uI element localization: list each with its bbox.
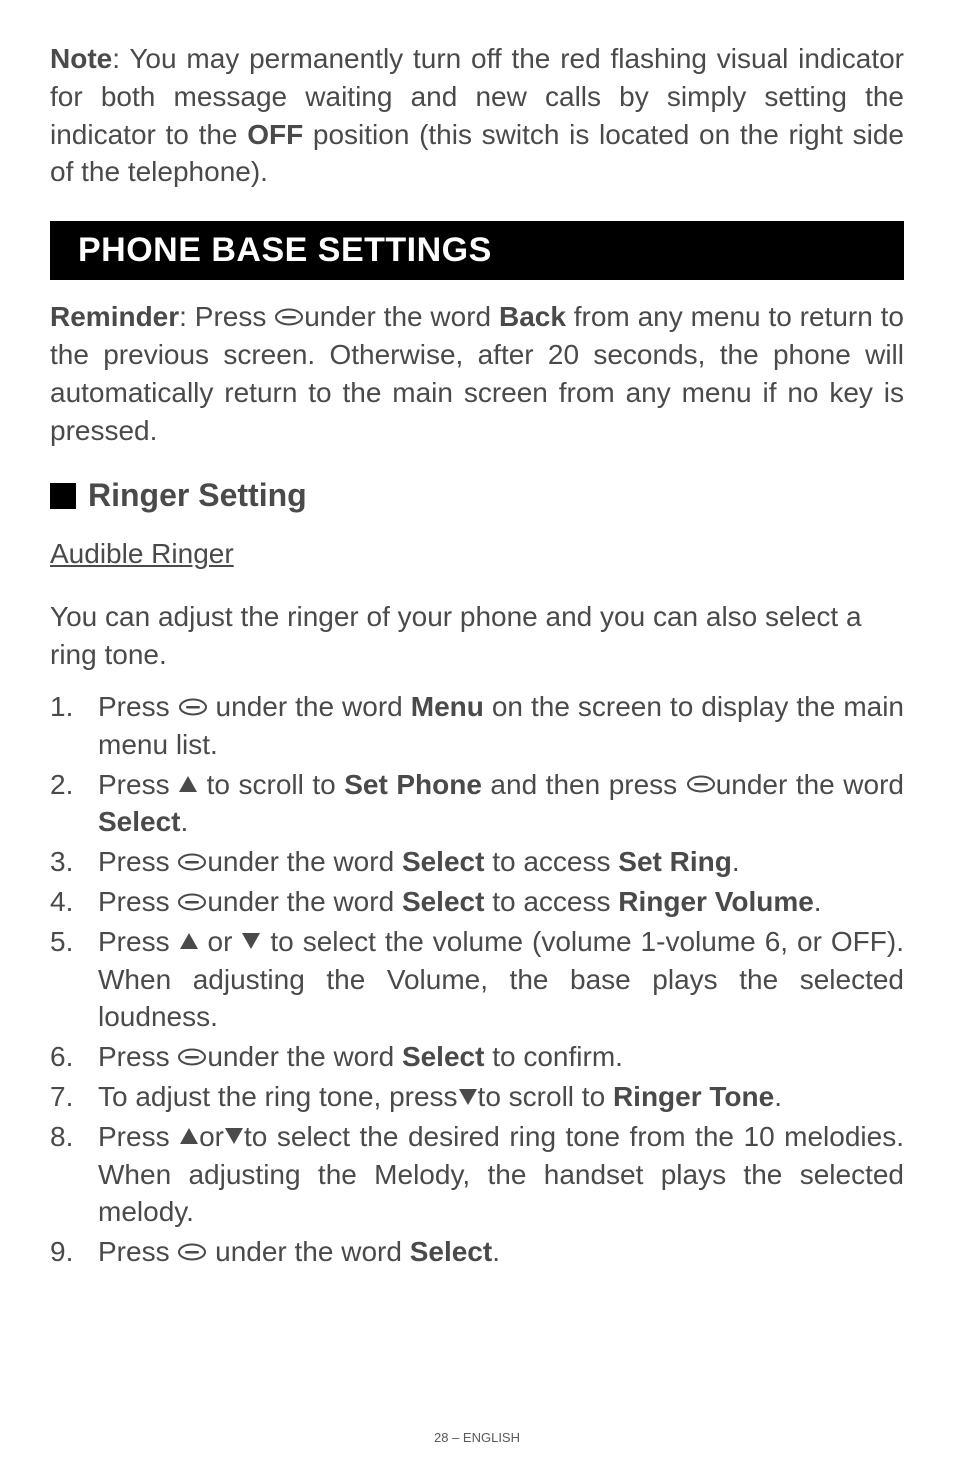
oval-button-icon — [274, 308, 304, 326]
step-num: 3. — [50, 843, 98, 881]
step-body: Press to scroll to Set Phone and then pr… — [98, 766, 904, 842]
step-num: 7. — [50, 1078, 98, 1116]
t: Select — [410, 1236, 493, 1267]
t: under the word — [207, 846, 402, 877]
step-5: 5. Press or to select the volume (volume… — [50, 923, 904, 1036]
step-body: Press orto select the desired ring tone … — [98, 1118, 904, 1231]
t: . — [814, 886, 822, 917]
oval-button-icon — [177, 853, 207, 871]
step-body: Press under the word Select to access Se… — [98, 843, 904, 881]
t: . — [492, 1236, 500, 1267]
t: Press — [98, 926, 179, 957]
t: Menu — [411, 691, 484, 722]
step-body: Press under the word Menu on the screen … — [98, 688, 904, 764]
t: Set Ring — [618, 846, 732, 877]
t: under the word — [207, 886, 402, 917]
t: to scroll to — [478, 1081, 613, 1112]
note-paragraph: Note: You may permanently turn off the r… — [50, 40, 904, 191]
step-9: 9. Press under the word Select. — [50, 1233, 904, 1271]
up-triangle-icon — [179, 932, 199, 950]
step-body: Press or to select the volume (volume 1-… — [98, 923, 904, 1036]
oval-button-icon — [177, 1048, 207, 1066]
step-num: 1. — [50, 688, 98, 764]
t: to access — [484, 846, 618, 877]
down-triangle-icon — [241, 932, 261, 950]
t: and then press — [482, 769, 686, 800]
t: . — [774, 1081, 782, 1112]
note-off: OFF — [247, 119, 303, 150]
intro-paragraph: You can adjust the ringer of your phone … — [50, 598, 904, 674]
oval-button-icon — [177, 893, 207, 911]
step-body: Press under the word Select. — [98, 1233, 904, 1271]
step-8: 8. Press orto select the desired ring to… — [50, 1118, 904, 1231]
step-6: 6. Press under the word Select to confir… — [50, 1038, 904, 1076]
step-3: 3. Press under the word Select to access… — [50, 843, 904, 881]
reminder-colon: : Press — [179, 301, 274, 332]
t: . — [181, 806, 189, 837]
step-4: 4. Press under the word Select to access… — [50, 883, 904, 921]
oval-button-icon — [686, 775, 716, 793]
step-num: 6. — [50, 1038, 98, 1076]
step-num: 5. — [50, 923, 98, 1036]
t: . — [732, 846, 740, 877]
oval-button-icon — [178, 698, 208, 716]
section-header-text: PHONE BASE SETTINGS — [78, 231, 492, 269]
t: Select — [402, 846, 485, 877]
t: Press — [98, 1236, 177, 1267]
t: under the word — [716, 769, 904, 800]
t: Press — [98, 1041, 177, 1072]
t: under the word — [208, 691, 411, 722]
page-footer: 28 – ENGLISH — [0, 1430, 954, 1445]
step-body: Press under the word Select to access Ri… — [98, 883, 904, 921]
t: Ringer Tone — [613, 1081, 774, 1112]
note-colon: : — [112, 43, 129, 74]
t: Press — [98, 846, 177, 877]
down-triangle-icon — [458, 1088, 478, 1106]
bullet-square-icon — [50, 483, 76, 509]
t: Press — [98, 1121, 179, 1152]
up-triangle-icon — [178, 775, 198, 793]
step-list: 1. Press under the word Menu on the scre… — [50, 688, 904, 1271]
section-header: PHONE BASE SETTINGS — [50, 221, 904, 280]
reminder-label: Reminder — [50, 301, 179, 332]
step-num: 2. — [50, 766, 98, 842]
reminder-t1: under the word — [304, 301, 499, 332]
t: or — [199, 926, 242, 957]
t: under the word — [207, 1041, 402, 1072]
step-num: 8. — [50, 1118, 98, 1231]
t: to access — [484, 886, 618, 917]
reminder-paragraph: Reminder: Press under the word Back from… — [50, 298, 904, 449]
t: Press — [98, 886, 177, 917]
t: Select — [402, 886, 485, 917]
t: Select — [402, 1041, 485, 1072]
ringer-setting-row: Ringer Setting — [50, 477, 904, 514]
step-num: 4. — [50, 883, 98, 921]
t: or — [199, 1121, 224, 1152]
t: Press — [98, 769, 178, 800]
t: to scroll to — [198, 769, 344, 800]
up-triangle-icon — [179, 1127, 199, 1145]
down-triangle-icon — [224, 1127, 244, 1145]
t: Select — [98, 806, 181, 837]
audible-ringer-title: Audible Ringer — [50, 538, 904, 570]
note-label: Note — [50, 43, 112, 74]
step-body: Press under the word Select to confirm. — [98, 1038, 904, 1076]
t: Set Phone — [344, 769, 482, 800]
oval-button-icon — [177, 1243, 207, 1261]
t: Ringer Volume — [618, 886, 814, 917]
step-2: 2. Press to scroll to Set Phone and then… — [50, 766, 904, 842]
t: Press — [98, 691, 178, 722]
t: To adjust the ring tone, press — [98, 1081, 458, 1112]
step-num: 9. — [50, 1233, 98, 1271]
step-body: To adjust the ring tone, press to scroll … — [98, 1078, 904, 1116]
t: to confirm. — [484, 1041, 622, 1072]
t: under the word — [207, 1236, 409, 1267]
ringer-setting-title: Ringer Setting — [88, 477, 307, 514]
step-1: 1. Press under the word Menu on the scre… — [50, 688, 904, 764]
reminder-back: Back — [499, 301, 566, 332]
step-7: 7. To adjust the ring tone, press to scro… — [50, 1078, 904, 1116]
